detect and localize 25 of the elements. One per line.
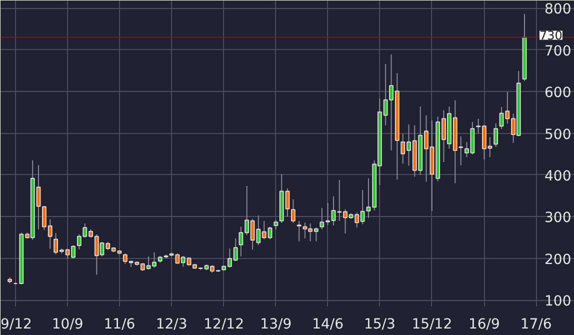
candlestick xyxy=(290,198,296,224)
y-tick-label: 700 xyxy=(544,43,572,60)
candlestick xyxy=(320,207,324,230)
x-tick-label: 13/9 xyxy=(260,316,292,332)
x-tick-label: 15/12 xyxy=(412,316,452,332)
x-tick-label: 16/9 xyxy=(468,316,500,332)
x-tick-label: 9/12 xyxy=(0,316,32,332)
candlestick xyxy=(296,220,302,242)
candlestick xyxy=(494,122,498,148)
x-tick-label: 15/3 xyxy=(364,316,396,332)
y-tick-label: 300 xyxy=(544,210,572,226)
y-tick-label: 100 xyxy=(544,294,572,310)
y-tick-label: 500 xyxy=(544,126,572,143)
x-tick-label: 14/6 xyxy=(312,316,344,332)
y-tick-label: 400 xyxy=(544,168,572,184)
x-tick-label: 12/3 xyxy=(156,316,188,332)
y-tick-label: 600 xyxy=(544,85,572,102)
x-tick-label: 11/6 xyxy=(104,316,136,332)
x-tick-label: 17/6 xyxy=(520,316,552,332)
ref-line-label: 730 xyxy=(540,28,562,43)
x-tick-label: 10/9 xyxy=(52,316,84,332)
y-tick-label: 200 xyxy=(544,252,572,268)
y-tick-label: 800 xyxy=(544,2,572,18)
x-tick-label: 12/12 xyxy=(204,316,244,332)
candlestick xyxy=(274,220,278,230)
